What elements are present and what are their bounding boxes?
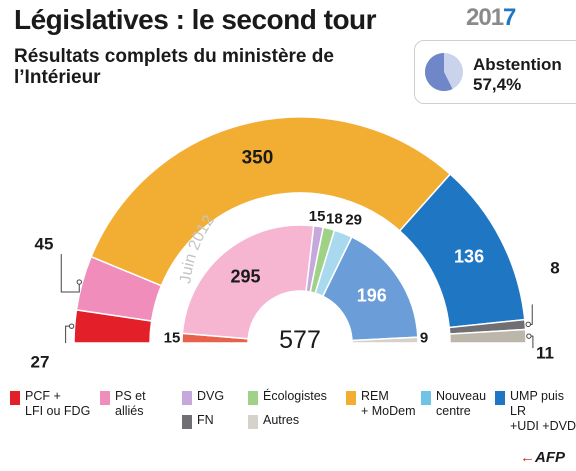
legend-label-ump: UMP puis LR +UDI +DVD <box>510 389 576 433</box>
outer-segment-rem <box>90 116 452 287</box>
legend-label-autres: Autres <box>263 413 300 427</box>
outer-segment-autres <box>448 328 527 344</box>
leader-fn-dot <box>525 321 531 328</box>
legend-item-nc: Nouveau centre <box>421 389 486 419</box>
legend-swatch-rem <box>346 391 356 405</box>
legend-label-dvg: DVG <box>197 389 225 403</box>
inner-segment-autres <box>351 336 419 344</box>
page-title: Législatives : le second tour <box>14 4 377 35</box>
leader-ps-dot <box>76 279 82 285</box>
legend-swatch-dvg <box>182 391 192 405</box>
outer-label-pcf: 27 <box>31 353 50 372</box>
legend-swatch-fn <box>182 415 192 429</box>
leader-pcf-dot <box>68 323 75 329</box>
leader-fn <box>528 304 533 325</box>
outer-label-ump: 136 <box>454 246 484 266</box>
legend-swatch-eco <box>248 391 258 405</box>
outer-label-autres: 11 <box>536 344 554 363</box>
legend-label-fn: FN <box>197 413 214 427</box>
legend-item-autres: Autres <box>248 413 299 429</box>
legend-item-eco: Écologistes <box>248 389 327 405</box>
inner-label-pcf: 15 <box>164 330 181 347</box>
afp-arrow-icon: ← <box>520 449 535 466</box>
legend-swatch-autres <box>248 415 258 429</box>
outer-label-fn: 8 <box>550 259 559 278</box>
afp-logo: ←AFP <box>520 449 565 466</box>
leader-pcf <box>65 325 72 344</box>
legend-swatch-nc <box>421 391 431 405</box>
leader-ps <box>60 254 80 293</box>
legend-item-dvg: DVG <box>182 389 224 405</box>
legend-item-pcf: PCF + LFI ou FDG <box>10 389 90 419</box>
legend-item-fn: FN <box>182 413 214 429</box>
year-prefix: 201 <box>466 4 504 31</box>
legend-label-pcf: PCF + LFI ou FDG <box>25 389 91 418</box>
outer-label-ps: 45 <box>35 235 54 254</box>
legend-item-rem: REM + MoDem <box>346 389 416 419</box>
legend-swatch-ump <box>495 391 505 405</box>
legend-label-rem: REM + MoDem <box>361 389 416 418</box>
page-subtitle: Résultats complets du ministère de l’Int… <box>14 46 334 88</box>
legend-label-ps: PS et alliés <box>115 389 146 418</box>
inner-label-autres: 9 <box>420 330 428 347</box>
abstention-pie-icon <box>425 53 463 91</box>
inner-label-dvg: 15 <box>309 208 326 225</box>
legend-item-ps: PS et alliés <box>100 389 146 419</box>
legend-swatch-pcf <box>10 391 20 405</box>
inner-ring-2012 <box>181 224 419 344</box>
abstention-value: 57,4% <box>473 75 522 94</box>
abstention-label: Abstention <box>473 55 562 74</box>
legend-swatch-ps <box>100 391 110 405</box>
inner-label-nc: 29 <box>345 212 362 229</box>
election-year-logo: 2017 <box>466 4 516 32</box>
leader-autres-dot <box>526 333 532 339</box>
outer-ring-2017 <box>73 116 527 344</box>
legend: PCF + LFI ou FDG PS et alliés DVG FN Écologi… <box>10 389 576 439</box>
inner-label-ump: 196 <box>357 286 387 306</box>
abstention-pie-slice <box>425 53 453 91</box>
year-suffix: 7 <box>503 4 516 31</box>
legend-label-eco: Écologistes <box>263 389 327 403</box>
abstention-box: Abstention 57,4% <box>414 40 576 104</box>
total-seats: 577 <box>279 326 321 354</box>
legend-label-nc: Nouveau centre <box>436 389 487 418</box>
afp-text: AFP <box>535 449 565 466</box>
inner-label-ps: 295 <box>230 266 260 286</box>
inner-segment-ps <box>181 224 315 340</box>
inner-label-eco: 18 <box>326 210 343 227</box>
outer-label-rem: 350 <box>242 147 274 168</box>
legend-item-ump: UMP puis LR +UDI +DVD <box>495 389 576 434</box>
